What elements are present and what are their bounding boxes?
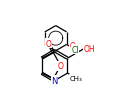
Text: OH: OH [84,45,96,54]
Text: O: O [70,42,76,51]
Text: N: N [51,76,58,85]
Text: O: O [58,62,64,71]
Text: CH₃: CH₃ [69,75,82,81]
Text: O: O [46,40,52,48]
Text: Cl: Cl [71,45,79,54]
